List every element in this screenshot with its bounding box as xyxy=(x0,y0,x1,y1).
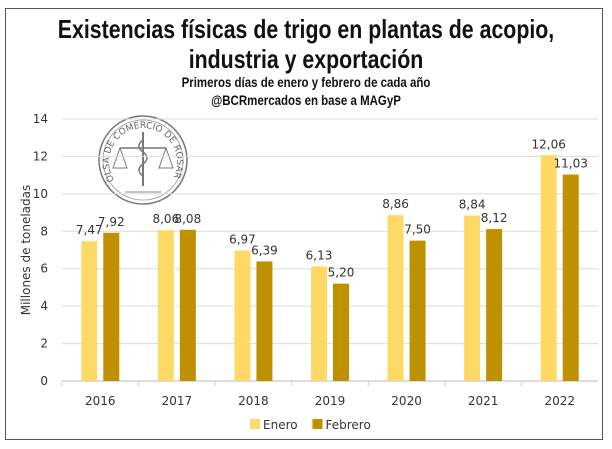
bar-enero xyxy=(387,215,404,381)
y-tick-label: 10 xyxy=(33,187,48,201)
bar-enero xyxy=(464,215,481,381)
data-label: 8,86 xyxy=(382,197,409,211)
data-label: 7,92 xyxy=(98,215,125,229)
y-tick-label: 14 xyxy=(33,112,48,126)
data-label: 6,13 xyxy=(306,248,333,262)
bar-enero xyxy=(311,266,327,381)
y-tick-label: 12 xyxy=(33,149,48,163)
bar-enero xyxy=(81,241,98,381)
bar-febrero xyxy=(409,240,426,381)
x-tick-label: 2022 xyxy=(544,394,575,408)
data-label: 5,20 xyxy=(328,266,355,280)
bar-febrero xyxy=(562,174,579,381)
bar-enero xyxy=(157,230,174,381)
bar-febrero xyxy=(179,229,196,381)
bar-febrero xyxy=(103,232,120,381)
chart-subtitle: Primeros días de enero y febrero de cada… xyxy=(181,74,431,90)
y-tick-label: 0 xyxy=(40,374,48,388)
data-label: 6,97 xyxy=(229,233,256,247)
data-label: 8,08 xyxy=(174,212,201,226)
data-label: 7,50 xyxy=(404,223,431,237)
data-label: 7,47 xyxy=(76,223,103,237)
legend-swatch-enero xyxy=(250,419,260,429)
legend-label: Febrero xyxy=(326,418,371,432)
x-tick-label: 2020 xyxy=(391,394,422,408)
data-label: 11,03 xyxy=(554,157,588,171)
chart-title-line-2: industria y exportación xyxy=(188,44,424,74)
y-tick-label: 2 xyxy=(40,337,48,351)
data-label: 12,06 xyxy=(532,137,566,151)
bar-febrero xyxy=(256,261,273,381)
bcr-logo: BOLSA DE COMERCIO DE ROSARIO xyxy=(0,0,188,205)
data-label: 8,12 xyxy=(481,211,508,225)
y-tick-label: 8 xyxy=(40,224,48,238)
y-tick-label: 6 xyxy=(40,262,48,276)
bar-febrero xyxy=(333,283,349,381)
x-tick-label: 2021 xyxy=(468,394,499,408)
x-tick-label: 2018 xyxy=(238,394,269,408)
chart-title-line-1: Existencias físicas de trigo en plantas … xyxy=(57,14,555,44)
legend-swatch-febrero xyxy=(312,419,323,429)
x-tick-label: 2016 xyxy=(85,394,116,408)
data-label: 8,06 xyxy=(152,212,179,226)
chart-frame xyxy=(5,8,603,440)
y-axis-label: Millones de toneladas xyxy=(19,185,33,316)
y-tick-label: 4 xyxy=(40,299,48,313)
data-label: 6,39 xyxy=(251,243,278,257)
bar-febrero xyxy=(486,229,503,381)
bar-enero xyxy=(234,250,251,381)
chart-source: @BCRmercados en base a MAGyP xyxy=(211,92,401,108)
x-tick-label: 2019 xyxy=(315,394,346,408)
bar-enero xyxy=(540,155,557,381)
x-tick-label: 2017 xyxy=(162,394,193,408)
legend-label: Enero xyxy=(263,418,298,432)
legend: Enero Febrero xyxy=(250,418,371,432)
data-label: 8,84 xyxy=(459,198,486,212)
